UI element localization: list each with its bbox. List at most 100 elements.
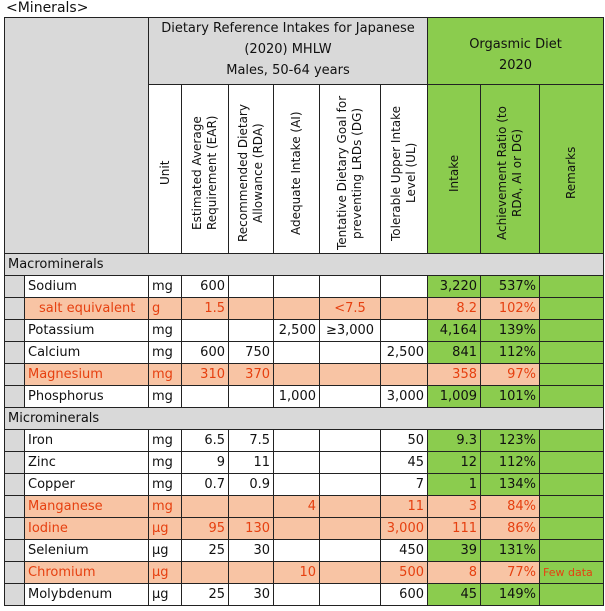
table-row: Sodium mg 600 3,220 537% [4, 275, 604, 298]
cell-dg [319, 363, 381, 386]
cell-intake: 12 [427, 451, 481, 474]
cell-intake: 3,220 [427, 275, 481, 298]
cell-dg [319, 429, 381, 452]
cell-dg [319, 583, 381, 606]
cell-ear: 25 [181, 583, 229, 606]
diet-title: Orgasmic Diet 2020 [469, 37, 562, 73]
cell-ai: 2,500 [273, 319, 320, 342]
col-header-ai: Adequate Intake (AI) [273, 84, 320, 254]
cell-rda: 30 [228, 583, 274, 606]
cell-remarks [539, 297, 604, 320]
cell-remarks [539, 583, 604, 606]
table-row: Phosphorus mg 1,000 3,000 1,009 101% [4, 385, 604, 408]
cell-remarks [539, 385, 604, 408]
row-indent [4, 385, 25, 408]
table-row: Calcium mg 600 750 2,500 841 112% [4, 341, 604, 364]
row-indent [4, 583, 25, 606]
section-label: Macrominerals [4, 253, 604, 276]
row-indent [4, 319, 25, 342]
table-row: Iron mg 6.5 7.5 50 9.3 123% [4, 429, 604, 452]
table-row: Iodine μg 95 130 3,000 111 86% [4, 517, 604, 540]
cell-ai [273, 473, 320, 496]
cell-ul [380, 319, 428, 342]
cell-remarks [539, 363, 604, 386]
cell-remarks [539, 517, 604, 540]
cell-unit: μg [148, 517, 182, 540]
cell-ear: 310 [181, 363, 229, 386]
table-row: salt equivalent g 1.5 <7.5 8.2 102% [4, 297, 604, 320]
table-row: Manganese mg 4 11 3 84% [4, 495, 604, 518]
cell-ul [380, 275, 428, 298]
cell-ratio: 134% [480, 473, 540, 496]
cell-ratio: 131% [480, 539, 540, 562]
cell-unit: g [148, 297, 182, 320]
row-indent [4, 275, 25, 298]
cell-ai: 4 [273, 495, 320, 518]
cell-unit: mg [148, 385, 182, 408]
cell-ratio: 123% [480, 429, 540, 452]
cell-remarks [539, 275, 604, 298]
col-header-unit: Unit [148, 84, 182, 254]
cell-name: Iron [24, 429, 149, 452]
cell-ul: 3,000 [380, 517, 428, 540]
section-label: Microminerals [4, 407, 604, 430]
cell-name: Magnesium [24, 363, 149, 386]
cell-unit: μg [148, 539, 182, 562]
cell-unit: mg [148, 341, 182, 364]
cell-dg [319, 561, 381, 584]
cell-name: Zinc [24, 451, 149, 474]
cell-dg: <7.5 [319, 297, 381, 320]
cell-remarks [539, 319, 604, 342]
cell-name: Selenium [24, 539, 149, 562]
cell-dg [319, 451, 381, 474]
table-row: Copper mg 0.7 0.9 7 1 134% [4, 473, 604, 496]
row-indent [4, 363, 25, 386]
cell-remarks [539, 495, 604, 518]
cell-ai [273, 341, 320, 364]
cell-ratio: 84% [480, 495, 540, 518]
cell-remarks [539, 473, 604, 496]
row-indent [4, 495, 25, 518]
cell-ul [380, 297, 428, 320]
row-indent [4, 451, 25, 474]
cell-name: Manganese [24, 495, 149, 518]
cell-ear: 6.5 [181, 429, 229, 452]
section-row-microminerals: Microminerals [4, 407, 604, 430]
col-header-ratio: Achievement Ratio (to RDA, AI or DG) [480, 84, 540, 254]
cell-dg [319, 473, 381, 496]
cell-ai: 10 [273, 561, 320, 584]
cell-ai: 1,000 [273, 385, 320, 408]
cell-intake: 1 [427, 473, 481, 496]
cell-ratio: 97% [480, 363, 540, 386]
col-header-dg: Tentative Dietary Goal for preventing LR… [319, 84, 381, 254]
cell-name: Copper [24, 473, 149, 496]
cell-ratio: 112% [480, 451, 540, 474]
cell-ratio: 149% [480, 583, 540, 606]
cell-intake: 39 [427, 539, 481, 562]
table-row: Selenium μg 25 30 450 39 131% [4, 539, 604, 562]
cell-name: Potassium [24, 319, 149, 342]
cell-name: Molybdenum [24, 583, 149, 606]
cell-ratio: 86% [480, 517, 540, 540]
table-row: Zinc mg 9 11 45 12 112% [4, 451, 604, 474]
col-header-ear: Estimated Average Requirement (EAR) [181, 84, 229, 254]
cell-intake: 3 [427, 495, 481, 518]
minerals-table: Dietary Reference Intakes for Japanese (… [4, 17, 604, 606]
cell-unit: mg [148, 451, 182, 474]
cell-intake: 111 [427, 517, 481, 540]
cell-dg [319, 495, 381, 518]
row-indent [4, 561, 25, 584]
cell-ear: 95 [181, 517, 229, 540]
cell-ul: 7 [380, 473, 428, 496]
cell-dg [319, 275, 381, 298]
cell-dg [319, 539, 381, 562]
col-header-rda: Recommended Dietary Allowance (RDA) [228, 84, 274, 254]
cell-ai [273, 539, 320, 562]
cell-ear [181, 561, 229, 584]
cell-name: Iodine [24, 517, 149, 540]
diet-header: Orgasmic Diet 2020 [427, 17, 604, 85]
row-indent [4, 517, 25, 540]
cell-ul [380, 363, 428, 386]
cell-rda: 30 [228, 539, 274, 562]
cell-remarks [539, 539, 604, 562]
